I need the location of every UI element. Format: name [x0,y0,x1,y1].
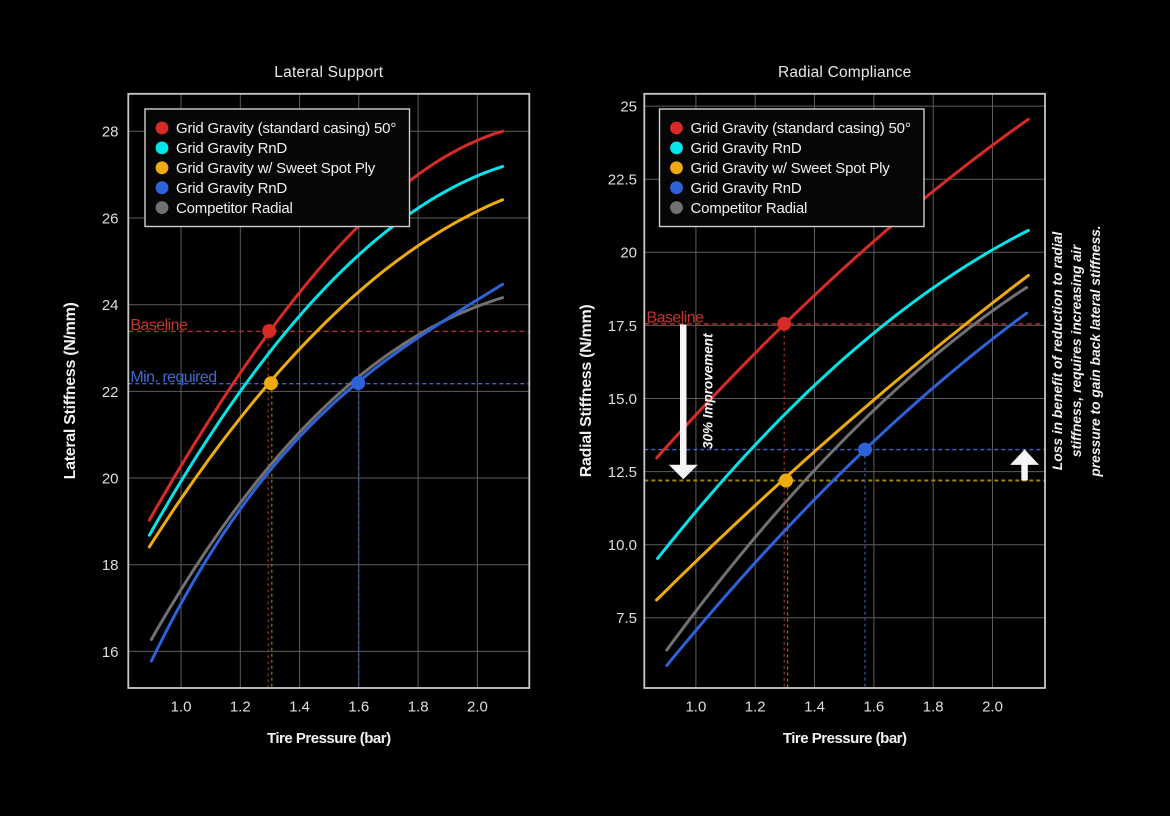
svg-text:Grid Gravity (standard casing): Grid Gravity (standard casing) 50° [691,120,911,137]
svg-text:2.0: 2.0 [467,699,488,716]
svg-text:stiffness, requires increasing: stiffness, requires increasing air [1069,244,1084,457]
svg-text:Competitor Radial: Competitor Radial [176,200,293,217]
svg-text:22: 22 [102,384,119,401]
svg-text:Grid Gravity (standard casing): Grid Gravity (standard casing) 50° [176,120,396,137]
svg-text:Grid Gravity RnD: Grid Gravity RnD [176,140,287,157]
svg-text:1.6: 1.6 [348,699,369,716]
svg-text:Grid Gravity w/ Sweet Spot Ply: Grid Gravity w/ Sweet Spot Ply [691,160,891,177]
svg-text:2.0: 2.0 [982,699,1003,716]
svg-text:12.5: 12.5 [608,464,637,481]
svg-text:16: 16 [102,644,119,661]
svg-text:Radial Stiffness (N/mm): Radial Stiffness (N/mm) [578,305,595,478]
svg-text:1.2: 1.2 [230,699,251,716]
svg-text:Grid Gravity w/ Sweet Spot Ply: Grid Gravity w/ Sweet Spot Ply [176,160,376,177]
svg-text:Baseline: Baseline [130,317,188,334]
svg-text:20: 20 [620,245,637,262]
svg-text:Grid Gravity RnD: Grid Gravity RnD [176,180,287,197]
svg-text:Grid Gravity RnD: Grid Gravity RnD [691,140,802,157]
svg-text:Baseline: Baseline [647,309,705,326]
svg-text:Loss in benefit of reduction t: Loss in benefit of reduction to radial [1050,231,1065,471]
svg-text:Radial Compliance: Radial Compliance [778,64,912,81]
svg-text:Grid Gravity RnD: Grid Gravity RnD [691,180,802,197]
svg-text:15.0: 15.0 [608,391,637,408]
svg-text:1.8: 1.8 [923,699,944,716]
svg-text:1.0: 1.0 [685,699,706,716]
svg-text:Tire Pressure (bar): Tire Pressure (bar) [267,730,391,747]
svg-text:22.5: 22.5 [608,172,637,189]
svg-text:30% Improvement: 30% Improvement [701,333,716,449]
svg-text:24: 24 [102,297,119,314]
svg-text:pressure to gain back lateral: pressure to gain back lateral stiffness. [1088,225,1103,477]
svg-text:10.0: 10.0 [608,537,637,554]
svg-text:17.5: 17.5 [608,318,637,335]
svg-text:18: 18 [102,557,119,574]
svg-text:1.4: 1.4 [289,699,310,716]
svg-text:1.8: 1.8 [408,699,429,716]
svg-text:26: 26 [102,210,119,227]
svg-text:Tire Pressure (bar): Tire Pressure (bar) [783,730,907,747]
svg-text:20: 20 [102,470,119,487]
svg-text:Competitor Radial: Competitor Radial [691,200,808,217]
svg-text:Lateral Support: Lateral Support [274,64,383,81]
svg-text:1.4: 1.4 [804,699,825,716]
svg-text:7.5: 7.5 [616,610,637,627]
svg-text:25: 25 [620,99,637,116]
svg-text:1.0: 1.0 [171,699,192,716]
svg-text:Min. required: Min. required [130,369,216,386]
svg-text:1.6: 1.6 [863,699,884,716]
svg-text:Lateral Stiffness (N/mm): Lateral Stiffness (N/mm) [62,302,79,479]
svg-text:1.2: 1.2 [745,699,766,716]
svg-text:28: 28 [102,124,119,141]
